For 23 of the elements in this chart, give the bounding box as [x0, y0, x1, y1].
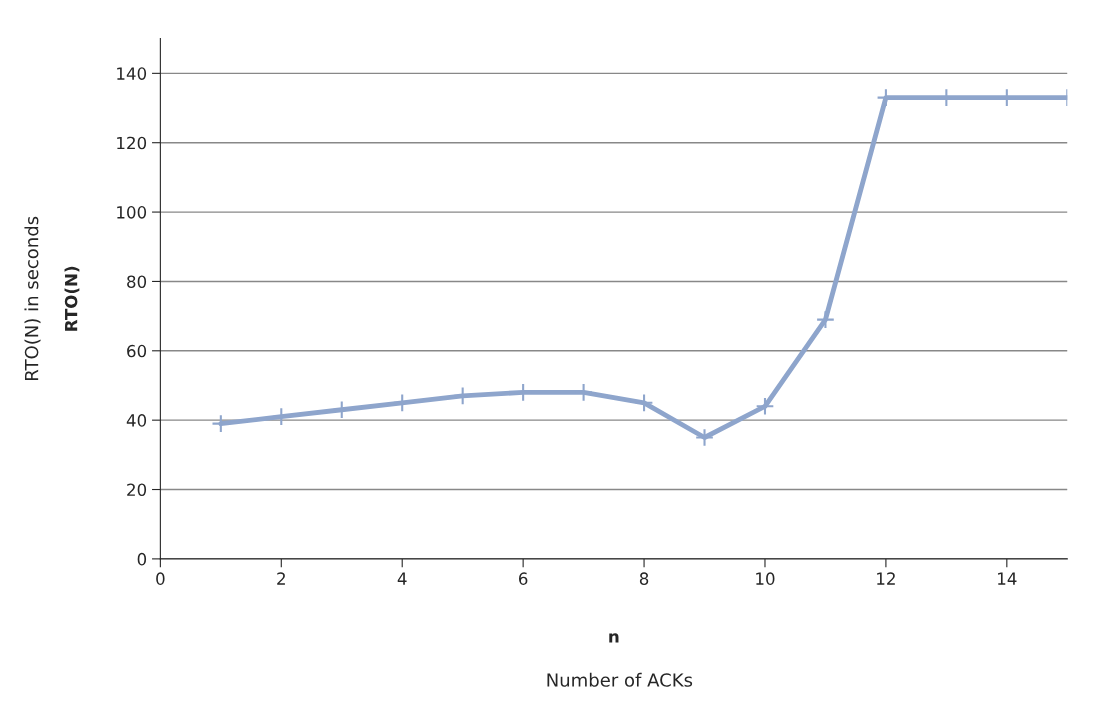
text: RTO(N) in seconds	[24, 216, 41, 380]
text: Number of ACKs	[547, 672, 693, 687]
x-tick-label: 14	[998, 572, 1017, 585]
x-tick-label: 2	[277, 572, 285, 585]
y-tick-label: 20	[127, 483, 147, 497]
x-tick-label: 0	[156, 572, 165, 585]
y-tick-label: 0	[137, 552, 147, 566]
y-tick-label: 120	[117, 136, 147, 150]
y-tick-label: 100	[117, 206, 147, 219]
point	[755, 396, 775, 416]
x-tick-label: 8	[639, 572, 649, 585]
point	[816, 310, 835, 329]
y-axis-title: RTO(N)	[64, 266, 80, 331]
y-tick-label: 80	[127, 275, 147, 288]
y-tick-label: 60	[127, 344, 147, 358]
x-axis-title: n	[609, 633, 619, 643]
x-tick-label: 4	[397, 572, 407, 585]
x-tick-label: 10	[756, 572, 775, 585]
x-tick-label: 12	[877, 572, 895, 585]
x-tick-label: 6	[519, 572, 528, 585]
y-tick-label: 140	[117, 67, 147, 80]
point	[695, 428, 714, 447]
y-tick-label: 40	[126, 414, 147, 427]
